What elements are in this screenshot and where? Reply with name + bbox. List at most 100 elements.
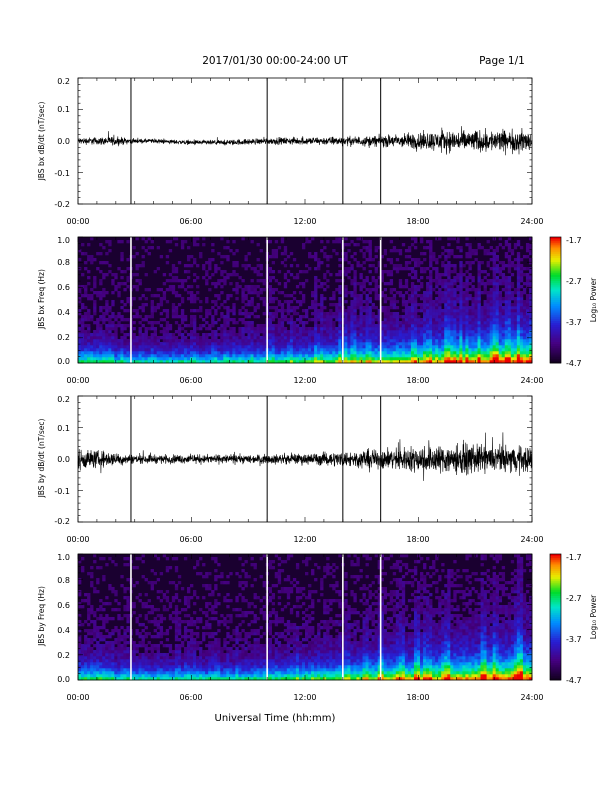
bx-spectrogram-cell [359,321,363,325]
by-spectrogram-cell [156,614,161,618]
bx-spectrogram-cell [120,327,124,331]
bx-spectrogram-cell [392,303,397,307]
bx-spectrogram-cell [498,348,503,352]
bx-spectrogram-cell [495,330,500,334]
bx-spectrogram-cell [389,351,394,355]
by-spectrogram-cell [81,644,85,648]
bx-spectrogram-cell [368,300,372,304]
bx-spectrogram-cell [468,324,472,328]
bx-spectrogram-cell [462,273,466,277]
bx-spectrogram-cell [444,258,448,262]
bx-spectrogram-cell [495,294,500,298]
bx-spectrogram-cell [516,270,521,274]
bx-spectrogram-cell [205,300,209,304]
bx-spectrogram-cell [347,276,351,280]
bx-spectrogram-cell [102,312,106,316]
by-spectrogram-cell [96,566,100,570]
bx-spectrogram-cell [495,249,500,253]
by-spectrogram-cell [159,641,164,645]
by-spectrogram-cell [180,659,185,663]
by-spectrogram-cell [138,656,142,660]
bx-spectrogram-cell [435,291,439,295]
by-spectrogram-cell [78,668,82,672]
by-spectrogram-cell [123,596,127,600]
bx-spectrogram-cell [398,282,403,286]
by-spectrogram-cell [120,659,124,663]
by-spectrogram-cell [105,602,109,606]
bx-spectrogram-cell [253,306,257,310]
bx-spectrogram-cell [413,273,418,277]
bx-spectrogram-cell [407,357,412,361]
bx-spectrogram-cell [504,360,509,364]
by-spectrogram-cell [144,593,148,597]
bx-spectrogram-cell [519,348,524,352]
colorbar-step [550,258,561,261]
bx-spectrogram-cell [525,360,530,364]
bx-spectrogram-cell [492,354,496,358]
bx-spectrogram-cell [429,354,433,358]
bx-spectrogram-cell [525,303,530,307]
bx-spectrogram-cell [111,312,115,316]
bx-spectrogram-cell [292,327,297,331]
by-spectrogram-cell [117,656,121,660]
bx-spectrogram-cell [259,279,263,283]
bx-spectrogram-cell [147,357,151,361]
bx-spectrogram-cell [186,270,191,274]
bx-spectrogram-cell [353,315,357,319]
by-spectrogram-cell [171,617,176,621]
bx-spectrogram-cell [468,330,472,334]
bx-spectrogram-cell [320,312,324,316]
by-spectrogram-cell [114,563,118,567]
by-spectrogram-cell [153,623,157,627]
bx-spectrogram-cell [87,282,91,286]
bx-spectrogram-cell [189,330,194,334]
bx-spectrogram-cell [416,348,421,352]
bx-spectrogram-cell [111,342,115,346]
bx-spectrogram-cell [271,297,276,301]
bx-spectrogram-cell [114,285,118,289]
bx-spectrogram-cell [507,288,512,292]
bx-spectrogram-cell [383,264,388,268]
bx-spectrogram-cell [111,345,115,349]
bx-spectrogram-cell [498,333,503,337]
bx-spectrogram-cell [504,297,509,301]
bx-spectrogram-cell [326,357,330,361]
bx-spectrogram-cell [377,285,381,289]
bx-spectrogram-cell [410,348,415,352]
bx-spectrogram-cell [528,315,533,319]
bx-spectrogram-cell [84,330,88,334]
bx-spectrogram-cell [516,291,521,295]
bx-spectrogram-cell [486,264,490,268]
bx-spectrogram-cell [456,255,460,259]
by-spectrogram-cell [159,572,164,576]
bx-spectrogram-cell [99,333,103,337]
bx-spectrogram-cell [483,300,487,304]
bx-spectrogram-cell [235,282,239,286]
by-spectrogram-cell [150,644,154,648]
bx-spectrogram-cell [193,315,197,319]
bx-spectrogram-cell [214,300,218,304]
bx-spectrogram-cell [474,336,478,340]
bx-spectrogram-cell [171,336,176,340]
by-spectrogram-cell [138,653,142,657]
bx-spectrogram-cell [356,336,360,340]
bx-spectrogram-cell [262,324,266,328]
bx-spectrogram-cell [504,321,509,325]
bx-spectrogram-cell [474,252,478,256]
bx-spectrogram-cell [441,333,445,337]
bx-spectrogram-cell [117,285,121,289]
bx-spectrogram-cell [462,342,466,346]
bx-spectrogram-cell [84,351,88,355]
bx-spectrogram-cell [235,354,239,358]
bx-spectrogram-cell [138,354,142,358]
bx-spectrogram-cell [498,321,503,325]
bx-dbdt-trace [77,78,533,204]
bx-spectrogram-cell [329,297,333,301]
bx-spectrogram-cell [362,261,366,265]
bx-spectrogram-cell [468,321,472,325]
bx-spectrogram-cell [298,327,303,331]
bx-spectrogram-cell [271,324,276,328]
by-spectrogram-cell [99,659,103,663]
bx-spectrogram-cell [516,336,521,340]
by-spectrogram-cell [174,605,179,609]
